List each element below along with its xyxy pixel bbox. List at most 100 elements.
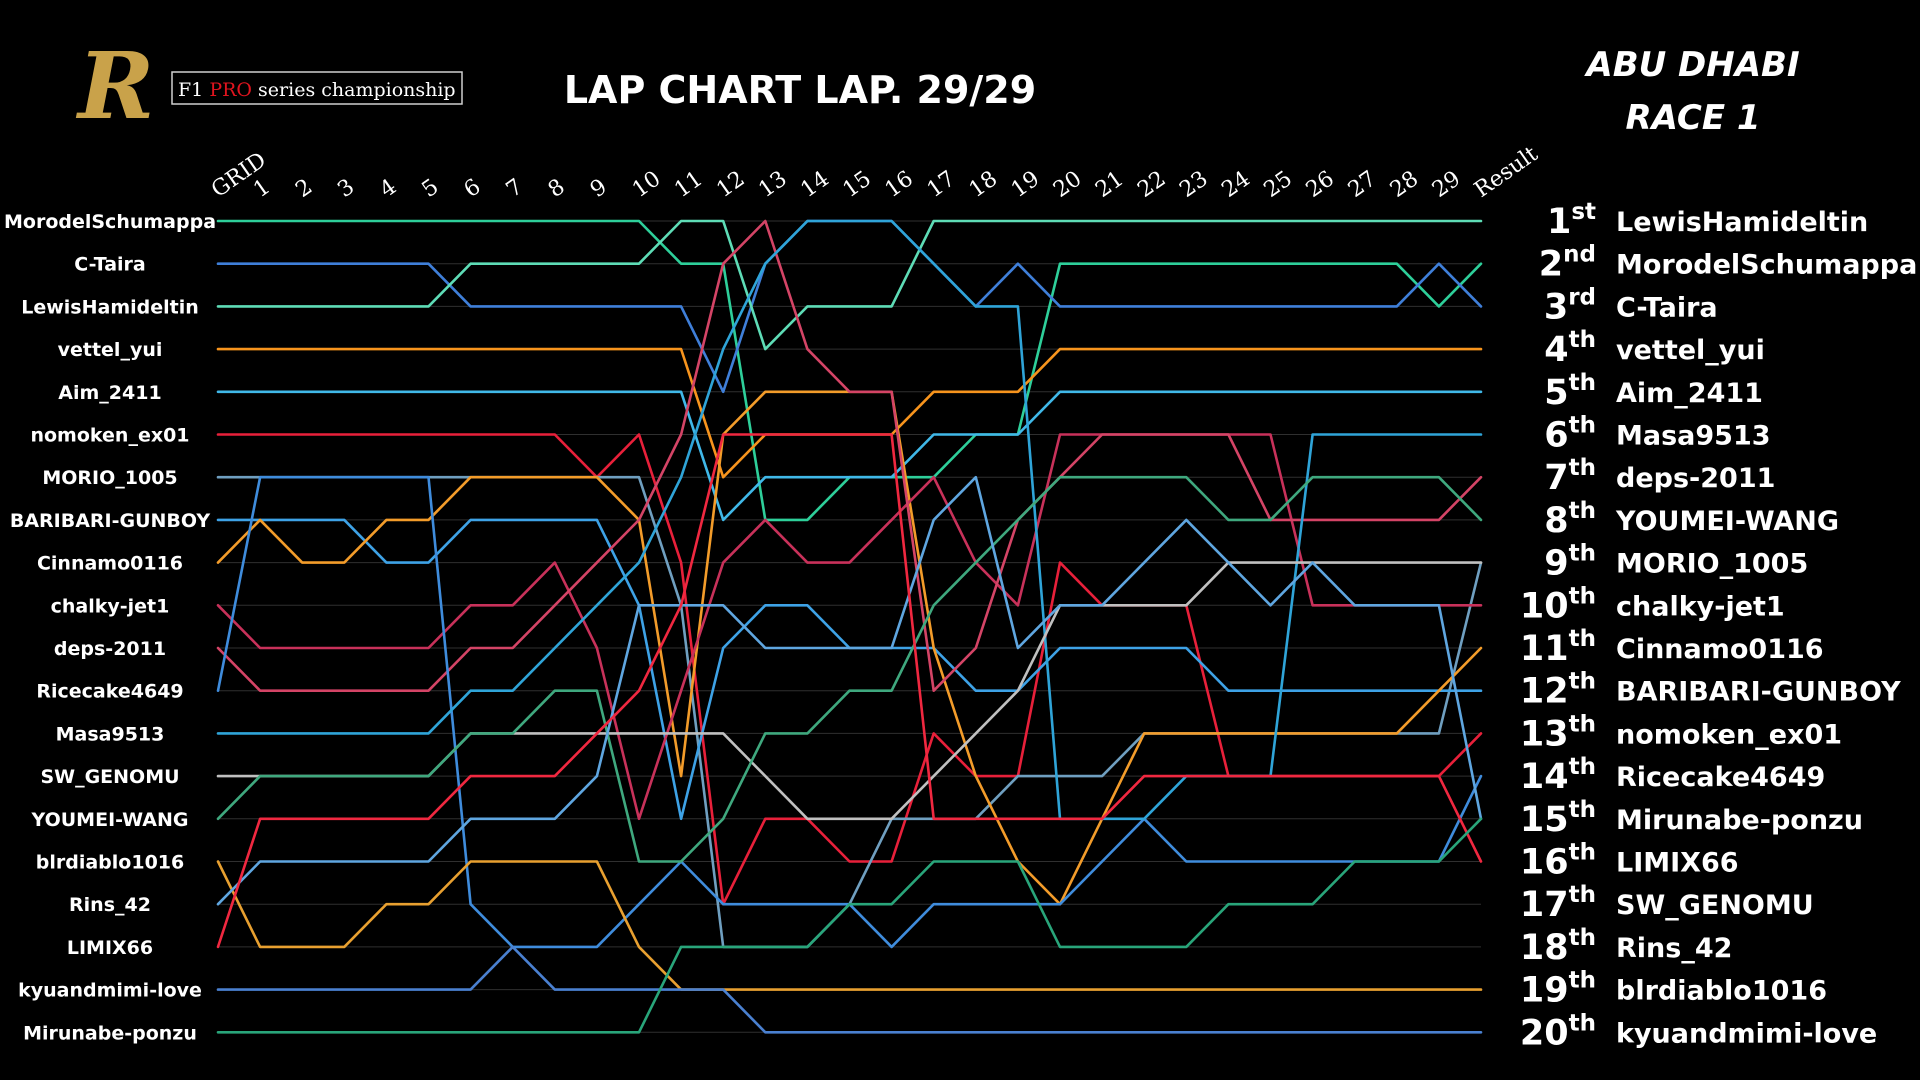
logo-series-text: F1 PRO series championship — [178, 79, 456, 101]
grid-driver-name: kyuandmimi-love — [18, 980, 202, 1002]
grid-driver-name: blrdiablo1016 — [36, 852, 184, 874]
position-suffix: th — [1569, 455, 1596, 481]
result-driver-name: MORIO_1005 — [1616, 549, 1808, 580]
result-position: 17th — [1520, 882, 1596, 925]
position-suffix: th — [1569, 669, 1596, 695]
position-number: 6 — [1544, 416, 1568, 456]
position-suffix: th — [1569, 754, 1596, 780]
position-suffix: th — [1569, 968, 1596, 994]
grid-driver-name: YOUMEI-WANG — [31, 809, 189, 831]
position-suffix: nd — [1563, 242, 1596, 268]
grid-driver-name: Rins_42 — [69, 894, 151, 916]
result-position: 12th — [1520, 669, 1596, 712]
grid-driver-name: LIMIX66 — [67, 937, 153, 959]
result-driver-name: kyuandmimi-love — [1616, 1018, 1877, 1049]
result-position: 4th — [1544, 327, 1596, 370]
position-number: 10 — [1520, 586, 1569, 626]
position-suffix: st — [1571, 199, 1596, 225]
position-number: 4 — [1544, 330, 1568, 370]
result-driver-name: LIMIX66 — [1616, 848, 1739, 879]
position-number: 8 — [1544, 501, 1568, 541]
position-suffix: th — [1569, 925, 1596, 951]
result-position: 5th — [1544, 370, 1596, 413]
result-driver-name: LewisHamideltin — [1616, 207, 1868, 238]
position-number: 11 — [1520, 629, 1569, 669]
result-driver-name: blrdiablo1016 — [1616, 976, 1827, 1007]
series-line-rins-42 — [216, 475, 1483, 906]
logo-series-box — [171, 71, 463, 105]
position-suffix: th — [1569, 370, 1596, 396]
logo-series-rest: series championship — [258, 79, 456, 101]
result-driver-name: Cinnamo0116 — [1616, 634, 1824, 665]
position-number: 14 — [1520, 757, 1569, 797]
series-line-kyuandmimi-love — [216, 945, 1483, 1034]
result-position: 11th — [1520, 626, 1596, 669]
position-suffix: th — [1569, 327, 1596, 353]
result-driver-name: vettel_yui — [1616, 335, 1765, 366]
position-suffix: th — [1569, 711, 1596, 737]
position-suffix: th — [1569, 882, 1596, 908]
position-number: 1 — [1547, 202, 1571, 242]
position-suffix: th — [1569, 413, 1596, 439]
position-suffix: th — [1569, 797, 1596, 823]
position-lines — [216, 219, 1483, 1034]
position-number: 17 — [1520, 885, 1569, 925]
position-suffix: rd — [1568, 284, 1596, 310]
result-position: 3rd — [1544, 284, 1596, 327]
result-driver-name: Masa9513 — [1616, 421, 1771, 452]
result-driver-name: Rins_42 — [1616, 933, 1732, 964]
grid-driver-name: LewisHamideltin — [21, 296, 199, 318]
result-position: 2nd — [1539, 242, 1596, 285]
position-number: 5 — [1544, 373, 1568, 413]
result-position: 1st — [1547, 199, 1596, 242]
result-position: 19th — [1520, 968, 1596, 1011]
position-number: 9 — [1544, 544, 1568, 584]
position-suffix: th — [1569, 840, 1596, 866]
event-race: RACE 1 — [1625, 98, 1760, 138]
grid-driver-name: Ricecake4649 — [36, 681, 183, 703]
result-driver-name: C-Taira — [1616, 292, 1718, 323]
logo-pro: PRO — [209, 79, 252, 101]
series-line-mirunabe-ponzu — [216, 817, 1483, 1034]
position-number: 7 — [1544, 458, 1568, 498]
position-suffix: th — [1569, 541, 1596, 567]
result-position: 18th — [1520, 925, 1596, 968]
grid-driver-name: nomoken_ex01 — [30, 425, 189, 447]
grid-driver-name: Mirunabe-ponzu — [23, 1022, 197, 1044]
result-position: 16th — [1520, 840, 1596, 883]
result-position: 20th — [1520, 1010, 1596, 1053]
result-driver-name: Ricecake4649 — [1616, 762, 1825, 793]
series-line-aim-2411 — [216, 390, 1483, 522]
grid-driver-name: Masa9513 — [56, 723, 165, 745]
grid-driver-name: Aim_2411 — [58, 382, 161, 404]
result-list: 1st LewisHamideltin 2nd MorodelSchumappa 3rd… — [1520, 199, 1917, 1053]
series-line-chalky-jet1 — [216, 433, 1483, 821]
result-driver-name: chalky-jet1 — [1616, 591, 1785, 622]
result-position: 14th — [1520, 754, 1596, 797]
logo-letter-r: R — [75, 32, 154, 140]
grid-driver-name: MorodelSchumappa — [4, 211, 216, 233]
grid-driver-name: C-Taira — [74, 254, 146, 276]
position-number: 12 — [1520, 672, 1569, 712]
result-position: 8th — [1544, 498, 1596, 541]
series-line-limix66 — [216, 433, 1483, 949]
result-position: 15th — [1520, 797, 1596, 840]
position-number: 2 — [1539, 245, 1563, 285]
position-number: 20 — [1520, 1013, 1569, 1053]
result-position: 9th — [1544, 541, 1596, 584]
position-suffix: th — [1569, 626, 1596, 652]
result-position: 10th — [1520, 583, 1596, 626]
position-suffix: th — [1569, 583, 1596, 609]
grid-driver-name: BARIBARI-GUNBOY — [10, 510, 211, 532]
position-number: 18 — [1520, 928, 1569, 968]
result-driver-name: SW_GENOMU — [1616, 890, 1814, 921]
result-driver-name: deps-2011 — [1616, 463, 1775, 494]
result-driver-name: nomoken_ex01 — [1616, 719, 1842, 750]
grid-driver-name: SW_GENOMU — [40, 766, 179, 788]
grid-driver-name: deps-2011 — [54, 638, 166, 660]
result-position: 6th — [1544, 413, 1596, 456]
result-position: 7th — [1544, 455, 1596, 498]
position-number: 3 — [1544, 287, 1568, 327]
position-number: 15 — [1520, 800, 1569, 840]
position-number: 13 — [1520, 714, 1569, 754]
